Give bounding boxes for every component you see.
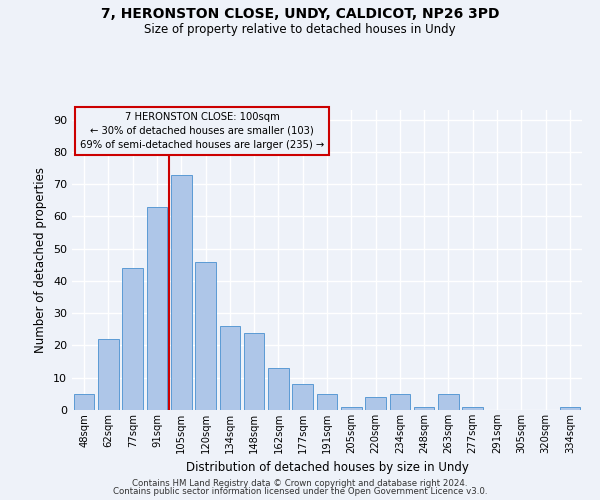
Bar [414, 407, 434, 410]
Bar [74, 394, 94, 410]
Bar [389, 394, 410, 410]
Bar [560, 407, 580, 410]
Bar [122, 268, 143, 410]
Bar [341, 407, 362, 410]
Text: Contains HM Land Registry data © Crown copyright and database right 2024.: Contains HM Land Registry data © Crown c… [132, 478, 468, 488]
Bar [365, 397, 386, 410]
Text: Contains public sector information licensed under the Open Government Licence v3: Contains public sector information licen… [113, 487, 487, 496]
Bar [195, 262, 216, 410]
X-axis label: Distribution of detached houses by size in Undy: Distribution of detached houses by size … [185, 462, 469, 474]
Bar [146, 207, 167, 410]
Bar [244, 332, 265, 410]
Y-axis label: Number of detached properties: Number of detached properties [34, 167, 47, 353]
Text: Size of property relative to detached houses in Undy: Size of property relative to detached ho… [144, 22, 456, 36]
Bar [171, 174, 191, 410]
Bar [463, 407, 483, 410]
Text: 7 HERONSTON CLOSE: 100sqm
← 30% of detached houses are smaller (103)
69% of semi: 7 HERONSTON CLOSE: 100sqm ← 30% of detac… [80, 112, 324, 150]
Bar [98, 339, 119, 410]
Text: 7, HERONSTON CLOSE, UNDY, CALDICOT, NP26 3PD: 7, HERONSTON CLOSE, UNDY, CALDICOT, NP26… [101, 8, 499, 22]
Bar [438, 394, 459, 410]
Bar [220, 326, 240, 410]
Bar [268, 368, 289, 410]
Bar [292, 384, 313, 410]
Bar [317, 394, 337, 410]
